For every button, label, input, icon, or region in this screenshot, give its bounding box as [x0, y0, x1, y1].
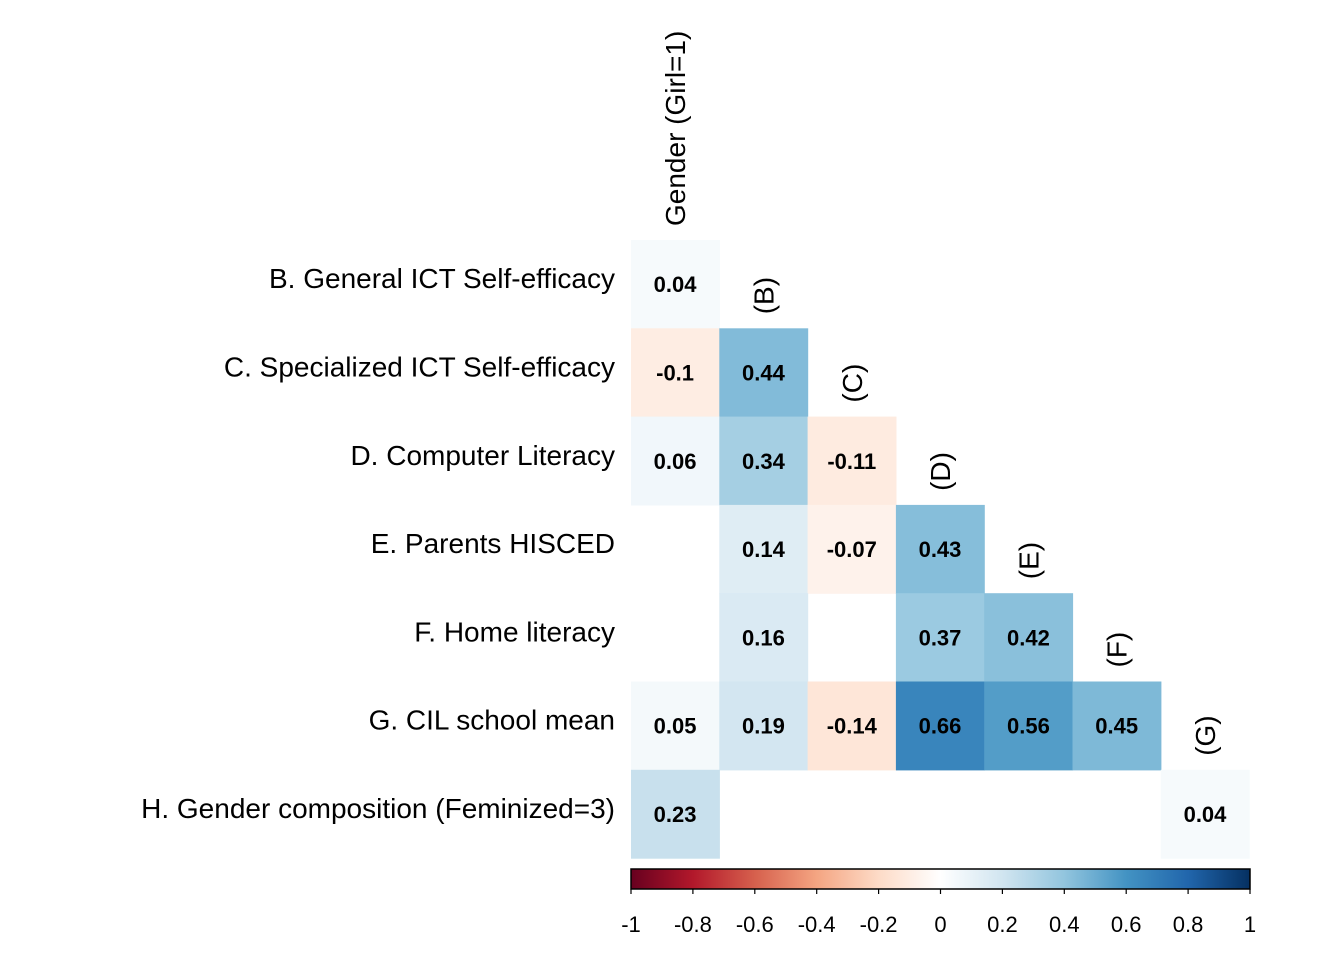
heatmap-cell [631, 416, 720, 506]
colorbar-tick-label: -0.8 [674, 912, 712, 937]
heatmap-cell [807, 681, 897, 771]
cell-value-label: 0.42 [1007, 625, 1050, 650]
cell-value-label: -0.1 [656, 360, 694, 385]
colorbar-tick-label: -0.4 [798, 912, 836, 937]
cell-value-label: 0.16 [742, 625, 785, 650]
heatmap-cell [719, 328, 809, 418]
heatmap-cell [719, 681, 809, 771]
cell-value-label: 0.56 [1007, 714, 1050, 739]
column-label: (E) [1013, 542, 1044, 579]
row-label: B. General ICT Self-efficacy [269, 263, 615, 294]
heatmap-cell [719, 504, 809, 594]
cell-value-label: 0.19 [742, 714, 785, 739]
column-label: (F) [1102, 632, 1133, 668]
colorbar-tick-label: 0.8 [1173, 912, 1204, 937]
colorbar-tick-label: 0.2 [987, 912, 1018, 937]
row-label: D. Computer Literacy [350, 440, 615, 471]
column-label: (C) [837, 364, 868, 403]
cell-value-label: 0.34 [742, 449, 786, 474]
heatmap-cell [1072, 681, 1162, 771]
colorbar-tick-label: 0 [934, 912, 946, 937]
heatmap-cell [895, 504, 985, 594]
cell-value-label: 0.23 [654, 802, 697, 827]
column-labels: Gender (Girl=1) (B) (C) (D) (E) (F) (G) [660, 31, 1221, 756]
cell-value-label: -0.14 [827, 714, 878, 739]
column-label: (D) [925, 452, 956, 491]
row-label: G. CIL school mean [369, 705, 615, 736]
cell-values: 0.04 -0.1 0.44 0.06 0.34 -0.11 0.14 -0.07 0.43 0.… [654, 272, 1227, 827]
heatmap-cells [631, 240, 1250, 859]
cell-value-label: 0.14 [742, 537, 786, 562]
row-label: E. Parents HISCED [371, 528, 615, 559]
column-label: Gender (Girl=1) [660, 31, 691, 226]
heatmap-cell [719, 416, 809, 506]
heatmap-cell [631, 769, 720, 859]
heatmap-cell [1160, 769, 1250, 859]
heatmap-cell [807, 504, 897, 594]
colorbar-legend: -1 -0.8 -0.6 -0.4 -0.2 0 0.2 0.4 0.6 0.8 1 [621, 868, 1256, 937]
colorbar-tick-label: -0.2 [860, 912, 898, 937]
heatmap-cell [984, 593, 1074, 683]
heatmap-cell [895, 593, 985, 683]
column-label: (G) [1190, 715, 1221, 755]
heatmap-cell [719, 593, 809, 683]
row-label: C. Specialized ICT Self-efficacy [224, 351, 615, 382]
row-label: H. Gender composition (Feminized=3) [141, 793, 615, 824]
cell-value-label: -0.11 [827, 449, 876, 474]
cell-value-label: 0.04 [1184, 802, 1228, 827]
colorbar-tick-label: -1 [621, 912, 641, 937]
heatmap-cell [807, 416, 897, 506]
cell-value-label: 0.43 [919, 537, 962, 562]
row-labels: B. General ICT Self-efficacy C. Specializ… [141, 263, 615, 824]
column-label: (B) [748, 277, 779, 314]
colorbar-tick-label: 1 [1244, 912, 1256, 937]
heatmap-cell [631, 328, 720, 418]
cell-value-label: -0.07 [827, 537, 877, 562]
colorbar-tick-label: -0.6 [736, 912, 774, 937]
cell-value-label: 0.37 [919, 625, 962, 650]
cell-value-label: 0.45 [1095, 714, 1138, 739]
heatmap-cell [631, 240, 720, 329]
cell-value-label: 0.06 [654, 449, 697, 474]
cell-value-label: 0.66 [919, 714, 962, 739]
cell-value-label: 0.04 [654, 272, 698, 297]
cell-value-label: 0.05 [654, 714, 697, 739]
colorbar-tick-label: 0.6 [1111, 912, 1142, 937]
row-label: F. Home literacy [414, 616, 615, 647]
cell-value-label: 0.44 [742, 360, 786, 385]
heatmap-cell [984, 681, 1074, 771]
heatmap-cell [631, 681, 720, 771]
colorbar-bar [630, 868, 1251, 890]
colorbar-tick-label: 0.4 [1049, 912, 1080, 937]
heatmap-cell [895, 681, 985, 771]
